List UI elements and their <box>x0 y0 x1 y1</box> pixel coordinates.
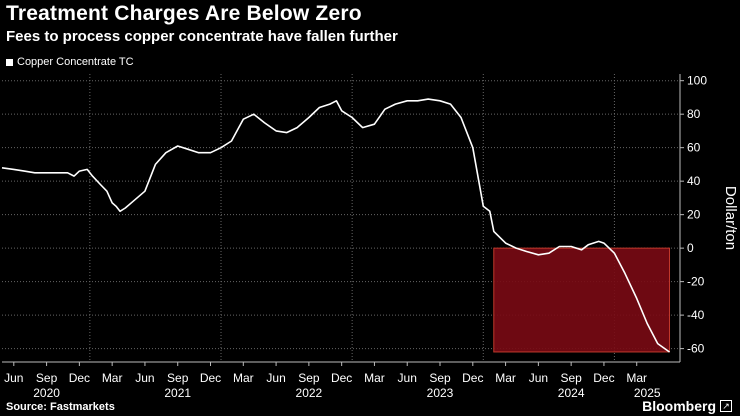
y-tick-label: 60 <box>687 141 701 155</box>
y-tick-label: -60 <box>687 342 705 356</box>
x-tick-label: Sep <box>298 371 320 385</box>
series-line-copper-concentrate-tc <box>1 98 670 353</box>
x-tick-label: Dec <box>462 371 483 385</box>
x-year-label: 2020 <box>33 386 60 400</box>
y-axis-label: Dollar/ton <box>722 186 739 250</box>
x-year-label: 2022 <box>296 386 323 400</box>
brand-logo: Bloomberg <box>642 398 716 414</box>
x-year-label: 2024 <box>558 386 585 400</box>
x-tick-label: Dec <box>200 371 221 385</box>
negative-highlight-box <box>493 247 671 353</box>
legend-label: Copper Concentrate TC <box>17 56 134 68</box>
x-tick-label: Sep <box>429 371 451 385</box>
x-tick-label: Mar <box>364 371 385 385</box>
legend-swatch <box>6 58 13 66</box>
bloomberg-icon: ↗ <box>720 400 732 412</box>
y-tick-label: 100 <box>687 74 707 88</box>
x-year-label: 2023 <box>427 386 454 400</box>
x-tick-label: Jun <box>398 371 417 385</box>
chart-title: Treatment Charges Are Below Zero <box>6 2 362 25</box>
x-tick-label: Jun <box>266 371 285 385</box>
x-tick-label: Mar <box>102 371 123 385</box>
y-tick-label: -40 <box>687 308 705 322</box>
y-tick-label: 20 <box>687 208 701 222</box>
x-tick-label: Sep <box>167 371 189 385</box>
x-tick-label: Dec <box>331 371 352 385</box>
x-tick-label: Mar <box>626 371 647 385</box>
source-note: Source: Fastmarkets <box>6 401 115 413</box>
y-tick-label: 40 <box>687 174 701 188</box>
x-tick-label: Jun <box>4 371 23 385</box>
x-tick-label: Jun <box>135 371 154 385</box>
x-tick-label: Mar <box>495 371 516 385</box>
y-tick-label: 0 <box>687 241 694 255</box>
y-tick-label: 80 <box>687 107 701 121</box>
x-tick-label: Dec <box>69 371 90 385</box>
x-tick-label: Dec <box>593 371 614 385</box>
x-year-label: 2021 <box>164 386 191 400</box>
x-year-label: 2025 <box>634 386 661 400</box>
chart-subtitle: Fees to process copper concentrate have … <box>6 28 398 45</box>
y-tick-label: -20 <box>687 275 705 289</box>
x-tick-label: Sep <box>36 371 58 385</box>
legend: Copper Concentrate TC <box>6 56 134 68</box>
x-tick-label: Sep <box>560 371 582 385</box>
x-tick-label: Jun <box>529 371 548 385</box>
x-tick-label: Mar <box>233 371 254 385</box>
